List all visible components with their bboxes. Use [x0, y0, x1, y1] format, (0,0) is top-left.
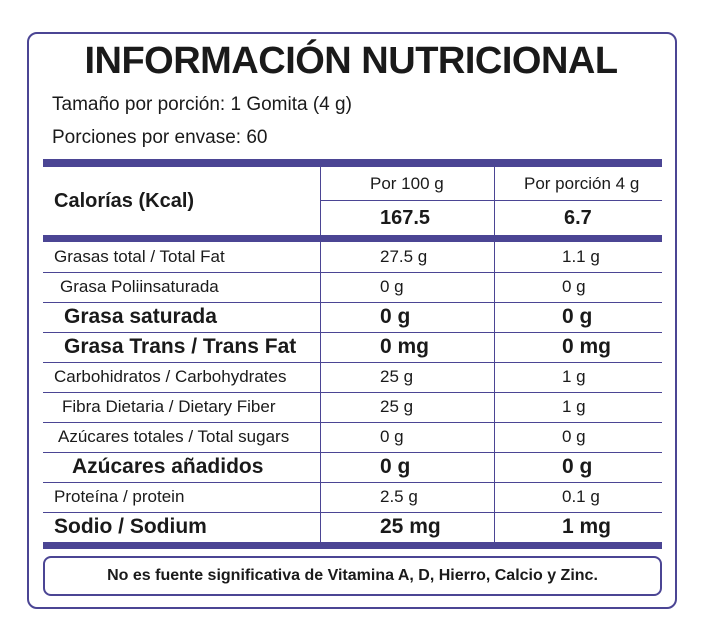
row-divider [43, 392, 662, 393]
serving-size: Tamaño por porción: 1 Gomita (4 g) [52, 94, 352, 115]
nutrient-value-per-serving: 0 g [562, 427, 586, 446]
nutrient-value-per-100g: 0 g [380, 305, 411, 328]
row-divider [43, 362, 662, 363]
nutrient-value-per-serving: 1.1 g [562, 247, 600, 266]
nutrient-label: Carbohidratos / Carbohydrates [54, 367, 287, 386]
nutrient-value-per-100g: 25 mg [380, 515, 441, 538]
nutrient-label: Proteína / protein [54, 487, 185, 506]
nutrient-value-per-serving: 0 g [562, 455, 593, 478]
row-divider [43, 272, 662, 273]
column-divider-2 [494, 167, 495, 549]
calories-divider [43, 235, 662, 242]
row-divider [43, 512, 662, 513]
footnote: No es fuente significativa de Vitamina A… [43, 556, 662, 596]
nutrient-value-per-100g: 0 g [380, 427, 404, 446]
header-divider [320, 200, 662, 201]
nutrient-label: Azúcares totales / Total sugars [58, 427, 290, 446]
nutrient-value-per-100g: 25 g [380, 397, 414, 416]
nutrient-label: Azúcares añadidos [72, 455, 264, 478]
row-divider [43, 482, 662, 483]
nutrient-value-per-100g: 25 g [380, 367, 414, 386]
nutrient-value-per-serving: 0 g [562, 305, 593, 328]
bottom-divider [43, 542, 662, 549]
nutrient-label: Grasa Trans / Trans Fat [64, 335, 297, 358]
nutrient-value-per-serving: 1 g [562, 397, 586, 416]
nutrient-label: Fibra Dietaria / Dietary Fiber [62, 397, 276, 416]
row-divider [43, 332, 662, 333]
top-divider [43, 159, 662, 167]
column-header-per-100g: Por 100 g [370, 173, 444, 193]
label-title: INFORMACIÓN NUTRICIONAL [84, 40, 618, 82]
nutrient-label: Grasa saturada [64, 305, 217, 328]
nutrient-value-per-serving: 1 mg [562, 515, 612, 538]
nutrient-value-per-serving: 1 g [562, 367, 586, 386]
nutrient-value-per-100g: 0 g [380, 277, 404, 296]
calories-per-100g: 167.5 [380, 206, 431, 229]
nutrient-value-per-serving: 0 g [562, 277, 586, 296]
nutrient-value-per-100g: 27.5 g [380, 247, 428, 266]
servings-per-container: Porciones por envase: 60 [52, 127, 268, 148]
calories-label: Calorías (Kcal) [54, 189, 195, 212]
nutrient-label: Sodio / Sodium [54, 515, 207, 538]
column-header-per-serving: Por porción 4 g [524, 173, 640, 193]
nutrient-value-per-100g: 0 g [380, 455, 411, 478]
row-divider [43, 302, 662, 303]
nutrition-panel [27, 32, 677, 609]
nutrient-value-per-serving: 0 mg [562, 335, 612, 358]
row-divider [43, 422, 662, 423]
nutrient-value-per-100g: 0 mg [380, 335, 430, 358]
nutrient-label: Grasas total / Total Fat [54, 247, 225, 266]
row-divider [43, 452, 662, 453]
nutrient-label: Grasa Poliinsaturada [60, 277, 219, 296]
column-divider-1 [320, 167, 321, 549]
nutrient-value-per-serving: 0.1 g [562, 487, 600, 506]
nutrient-value-per-100g: 2.5 g [380, 487, 418, 506]
calories-per-serving: 6.7 [564, 206, 592, 229]
